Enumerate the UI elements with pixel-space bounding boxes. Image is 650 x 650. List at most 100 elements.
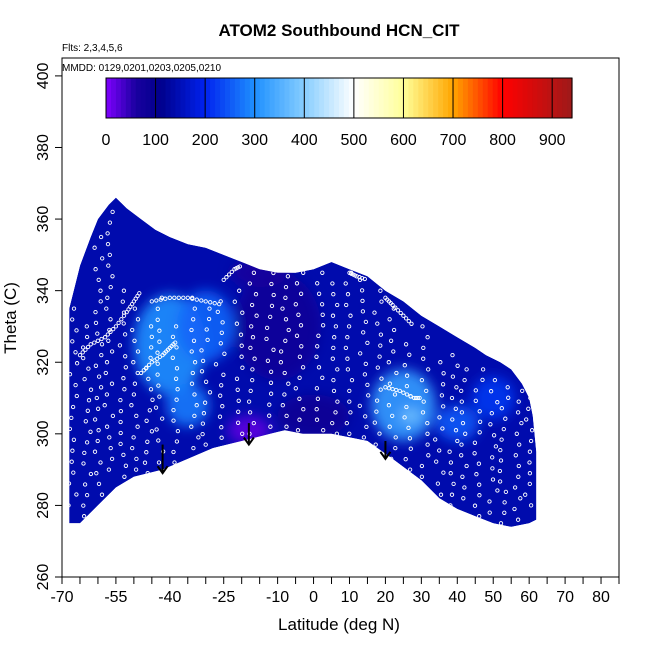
observation-point: [314, 386, 320, 391]
observation-point: [173, 340, 178, 345]
observation-point: [331, 292, 336, 297]
observation-point: [409, 321, 414, 326]
observation-point: [299, 344, 304, 349]
observation-point: [232, 299, 237, 304]
observation-point: [153, 405, 159, 410]
observation-point: [95, 406, 101, 411]
observation-point: [516, 474, 521, 479]
observation-point: [425, 420, 430, 426]
observation-point: [375, 321, 380, 326]
observation-point: [208, 300, 213, 305]
observation-point: [155, 361, 160, 366]
observation-point: [373, 442, 378, 447]
observation-point: [229, 269, 234, 275]
observation-point: [171, 407, 176, 413]
observation-point: [71, 306, 77, 311]
observation-point: [515, 517, 521, 522]
observation-point: [106, 467, 112, 472]
observation-point: [421, 399, 426, 404]
colorbar-segment: [239, 78, 246, 118]
observation-point: [477, 409, 482, 414]
colorbar-segment: [423, 78, 429, 118]
observation-point: [192, 392, 197, 397]
observation-point: [73, 382, 78, 388]
observation-point: [314, 354, 319, 359]
observation-point: [379, 299, 384, 304]
observation-point: [189, 327, 194, 333]
observation-point: [345, 367, 351, 372]
observation-point: [172, 460, 177, 465]
observation-point: [450, 374, 456, 379]
observation-point: [219, 425, 224, 430]
observation-point: [421, 345, 426, 351]
observation-point: [473, 388, 478, 393]
colorbar-segment: [363, 78, 370, 118]
observation-point: [498, 458, 504, 463]
observation-point: [236, 409, 241, 414]
observation-point: [121, 376, 126, 381]
observation-point: [71, 437, 77, 442]
colorbar-segment: [334, 78, 340, 118]
observation-point: [490, 477, 496, 482]
colorbar-segment: [289, 78, 295, 118]
observation-point: [199, 298, 204, 303]
colorbar-segment: [200, 78, 206, 118]
observation-point: [220, 320, 225, 325]
colorbar-segment: [403, 78, 410, 118]
observation-point: [464, 367, 469, 372]
colorbar-tick-label: 500: [341, 132, 368, 149]
colorbar-segment: [210, 78, 216, 118]
observation-point: [345, 356, 350, 361]
observation-point: [135, 317, 141, 322]
observation-point: [320, 375, 325, 380]
colorbar-tick-label: 700: [440, 132, 467, 149]
x-tick-label: 20: [377, 589, 395, 606]
observation-point: [441, 470, 446, 475]
colorbar-segment: [130, 78, 137, 118]
colorbar-segment: [418, 78, 424, 118]
colorbar-segment: [358, 78, 365, 118]
observation-point: [330, 420, 335, 426]
colorbar-segment: [145, 78, 152, 118]
observation-point: [110, 274, 115, 279]
observation-point: [419, 474, 425, 479]
observation-point: [265, 358, 271, 363]
observation-point: [248, 388, 253, 394]
observation-point: [122, 474, 127, 479]
observation-point: [104, 392, 110, 397]
observation-point: [85, 344, 91, 350]
colorbar-segment: [294, 78, 300, 118]
observation-point: [333, 324, 339, 329]
observation-point: [155, 372, 160, 377]
observation-point: [142, 460, 148, 465]
observation-point: [98, 288, 103, 293]
observation-point: [109, 456, 115, 462]
observation-point: [96, 374, 102, 379]
observation-point: [316, 333, 321, 338]
observation-point: [453, 406, 458, 411]
observation-point: [239, 343, 244, 348]
observation-point: [419, 377, 425, 383]
observation-point: [264, 336, 269, 342]
observation-point: [102, 335, 108, 340]
observation-point: [393, 445, 398, 451]
colorbar-segment: [497, 78, 504, 118]
observation-point: [267, 413, 272, 418]
observation-point: [110, 209, 115, 215]
observation-point: [156, 460, 162, 465]
observation-point: [512, 485, 518, 490]
observation-point: [80, 350, 85, 355]
plot-frame: [61, 57, 620, 578]
observation-point: [69, 415, 74, 421]
observation-point: [121, 321, 126, 326]
colorbar-segment: [125, 78, 132, 118]
observation-point: [77, 352, 83, 358]
observation-point: [278, 349, 284, 354]
colorbar-segment: [537, 78, 543, 118]
observation-point: [173, 376, 179, 381]
colorbar-segment: [388, 78, 395, 118]
observation-point: [103, 370, 108, 376]
colorbar-segment: [304, 78, 310, 118]
x-tick-label: -10: [266, 589, 289, 606]
observation-point: [374, 398, 380, 403]
